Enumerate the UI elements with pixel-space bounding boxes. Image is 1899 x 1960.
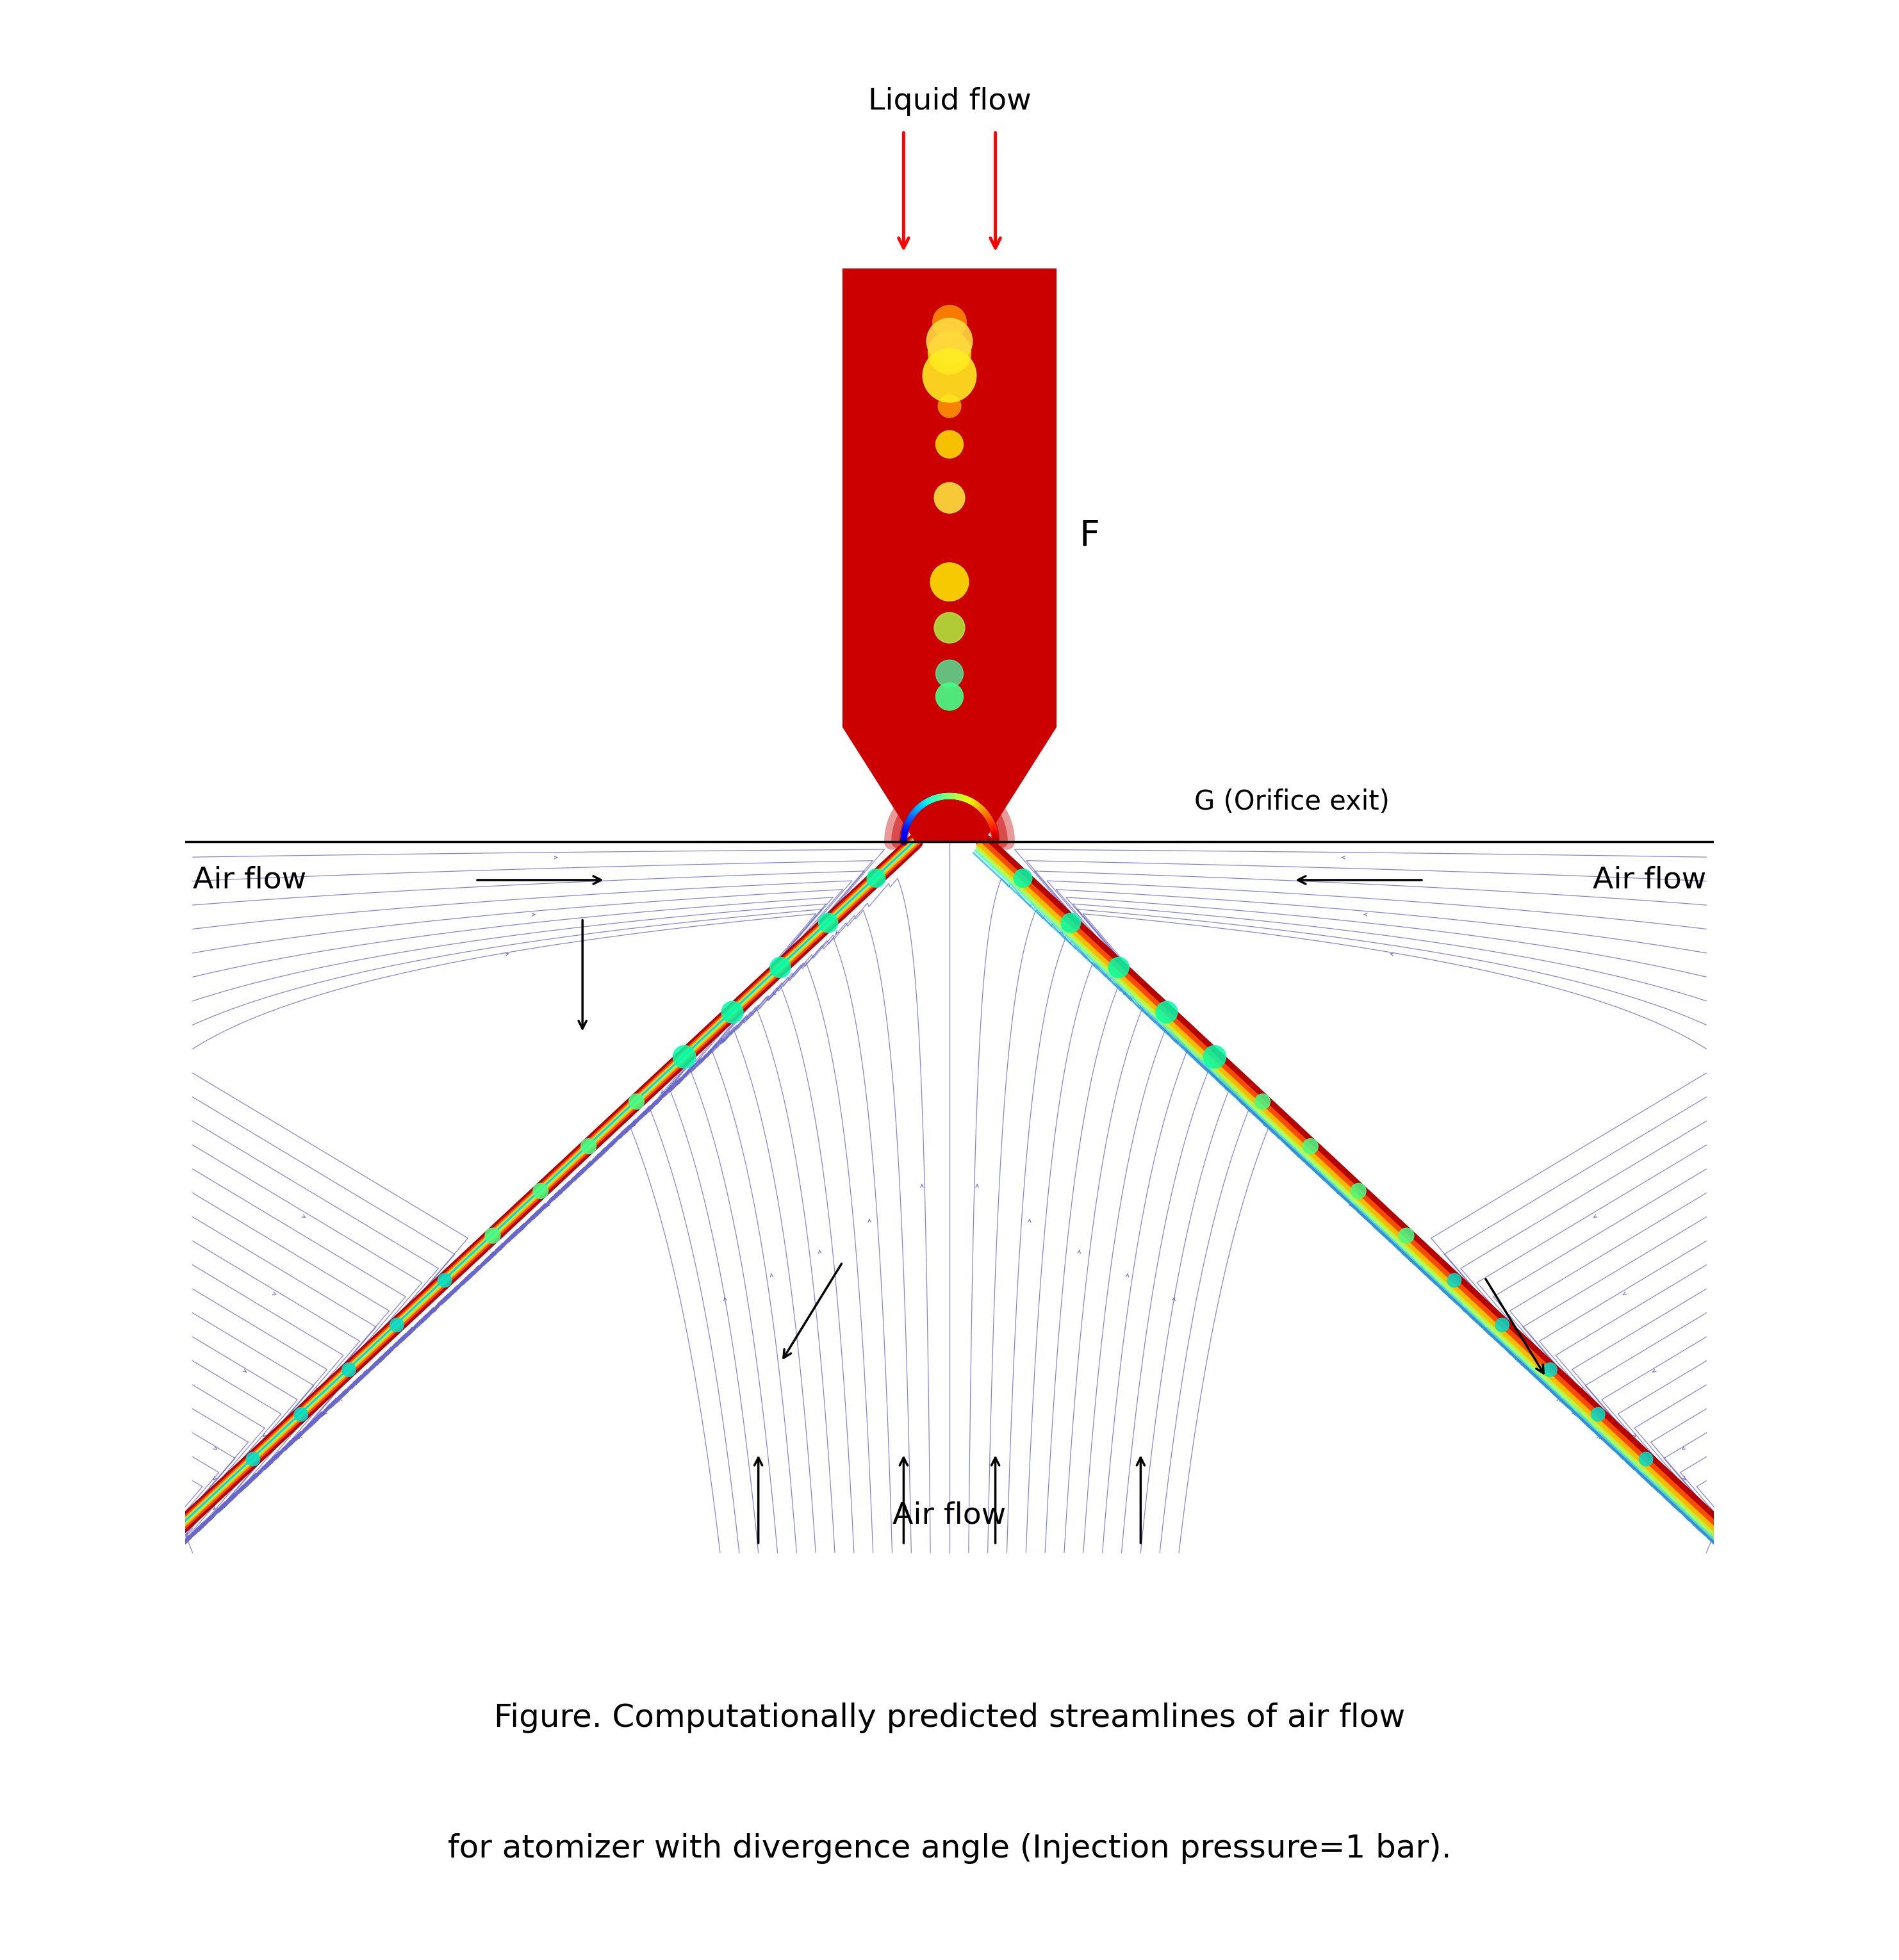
Circle shape [247,1452,260,1466]
Circle shape [629,1094,644,1109]
Text: for atomizer with divergence angle (Injection pressure=1 bar).: for atomizer with divergence angle (Inje… [448,1833,1451,1864]
Circle shape [294,1407,308,1421]
Circle shape [484,1229,499,1243]
Circle shape [534,1184,549,1200]
Circle shape [581,1139,596,1154]
Circle shape [1495,1319,1510,1333]
Circle shape [938,394,961,417]
Circle shape [342,1362,355,1376]
Circle shape [923,349,976,402]
Text: Air flow: Air flow [893,1501,1006,1529]
Circle shape [1204,1045,1227,1068]
Circle shape [1447,1274,1460,1288]
Text: F: F [1079,519,1100,553]
Circle shape [1255,1094,1270,1109]
Circle shape [927,318,972,365]
Circle shape [1014,868,1031,888]
Circle shape [1591,1407,1605,1421]
Polygon shape [843,269,1056,843]
Circle shape [1400,1229,1415,1243]
Circle shape [936,431,963,459]
Circle shape [1544,1362,1557,1376]
Text: Air flow: Air flow [1593,866,1707,894]
Circle shape [1350,1184,1365,1200]
Circle shape [389,1319,404,1333]
Circle shape [1639,1452,1652,1466]
Circle shape [934,612,965,643]
Circle shape [868,868,885,888]
Text: Air flow: Air flow [192,866,306,894]
Text: Figure. Computationally predicted streamlines of air flow: Figure. Computationally predicted stream… [494,1703,1405,1733]
Circle shape [1109,956,1130,978]
Circle shape [931,563,968,602]
Text: G (Orifice exit): G (Orifice exit) [1194,788,1390,815]
Circle shape [1303,1139,1318,1154]
Text: Liquid flow: Liquid flow [868,86,1031,116]
Circle shape [1062,913,1081,933]
Circle shape [936,661,963,688]
Circle shape [929,331,970,374]
Circle shape [932,306,967,339]
Circle shape [934,482,965,514]
Circle shape [722,1002,743,1023]
Circle shape [672,1045,695,1068]
Circle shape [769,956,790,978]
Circle shape [936,682,963,710]
Circle shape [818,913,837,933]
Circle shape [1156,1002,1177,1023]
Circle shape [439,1274,452,1288]
